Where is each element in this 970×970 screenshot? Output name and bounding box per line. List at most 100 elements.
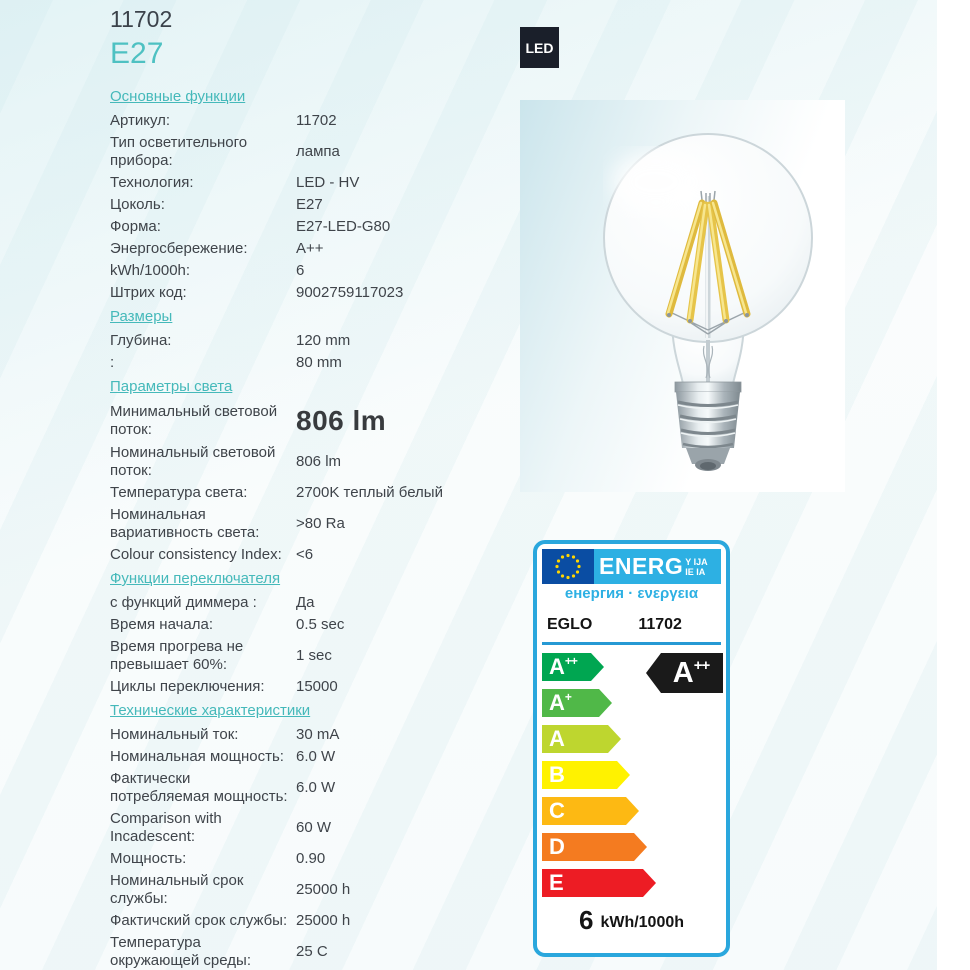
spec-row: Номинальный срок службы: 25000 h: [110, 870, 512, 910]
spec-value: 6.0 W: [296, 748, 336, 765]
energy-class-letter: A: [549, 654, 565, 679]
spec-column: 11702 E27 Основные функции Артикул: 1170…: [110, 4, 512, 970]
section-heading-text: Технические характеристики: [110, 702, 311, 719]
section-rows: Артикул: 11702 Тип осветительного прибор…: [110, 110, 512, 304]
energy-class-row: C: [542, 797, 726, 825]
spec-label: Тип осветительного прибора:: [110, 134, 248, 169]
spec-row: Время прогрева не превышает 60%: 1 sec: [110, 636, 512, 676]
energy-class-row: D: [542, 833, 726, 861]
energy-class-sup: ++: [564, 654, 577, 668]
spec-row: Штрих код: 9002759117023: [110, 282, 512, 304]
spec-label: :: [110, 354, 115, 371]
consumption-unit: kWh/1000h: [600, 914, 685, 931]
energy-logo-suffix-line2: IE IA: [685, 566, 706, 577]
section-heading-text: Параметры света: [110, 378, 233, 395]
spec-label: Артикул:: [110, 112, 171, 129]
section-rows: Номинальный ток: 30 mA Номинальная мощно…: [110, 724, 512, 970]
spec-label: Время прогрева не превышает 60%:: [110, 638, 244, 673]
spec-value: 25000 h: [296, 912, 351, 929]
energy-class-row: A ++: [542, 653, 726, 681]
energy-class-list: A ++ A ++ A + A B C D E: [542, 653, 726, 897]
section-heading-link[interactable]: Функции переключателя: [110, 570, 280, 587]
energy-logo-suffix: Y IJA IE IA: [685, 557, 707, 577]
consumption-value: 6: [578, 905, 594, 935]
energy-class-row: A +: [542, 689, 726, 717]
spec-label: Colour consistency Index:: [110, 546, 282, 563]
spec-label: Мощность:: [110, 850, 187, 867]
spec-row: Номинальная мощность: 6.0 W: [110, 746, 512, 768]
energy-class-arrow: D: [542, 833, 647, 861]
section-heading-link[interactable]: Технические характеристики: [110, 702, 310, 719]
spec-value: 15000: [296, 678, 338, 695]
spec-value: LED - HV: [296, 174, 360, 191]
spec-row: Энергосбережение: A++: [110, 238, 512, 260]
section-heading-text: Размеры: [110, 308, 173, 325]
spec-value: 60 W: [296, 819, 332, 836]
energy-label-brand-row: EGLO 11702: [547, 616, 726, 634]
bulb-figure: [520, 100, 845, 492]
energy-class-letter: E: [549, 870, 564, 895]
spec-value: 0.5 sec: [296, 616, 345, 633]
energy-class-arrow: A ++: [542, 653, 604, 681]
spec-label: Глубина:: [110, 332, 172, 349]
spec-label: kWh/1000h:: [110, 262, 191, 279]
spec-value: >80 Ra: [296, 515, 345, 532]
spec-row: Тип осветительного прибора: лампа: [110, 132, 512, 172]
spec-row: Цоколь: E27: [110, 194, 512, 216]
spec-row: Номинальный световой поток: 806 lm: [110, 442, 512, 482]
spec-value: 6: [296, 262, 305, 279]
spec-label: Энергосбережение:: [110, 240, 248, 257]
energy-class-arrow: A: [542, 725, 621, 753]
spec-row: : 80 mm: [110, 352, 512, 374]
spec-value: E27: [296, 196, 323, 213]
spec-label: Номинальная вариативность света:: [110, 506, 260, 541]
spec-label: Цоколь:: [110, 196, 165, 213]
spec-row: Фактически потребляемая мощность: 6.0 W: [110, 768, 512, 808]
spec-section: Размеры Глубина: 120 mm : 80 mm: [110, 304, 512, 374]
section-heading: Технические характеристики: [110, 698, 512, 724]
spec-row: Температура окружающей среды: 25 C: [110, 932, 512, 970]
section-heading-link[interactable]: Основные функции: [110, 88, 245, 105]
spec-label: Минимальный световой поток:: [110, 403, 278, 438]
eu-flag-icon: [542, 549, 594, 584]
bulb-image: [520, 100, 845, 492]
spec-value: A++: [296, 240, 324, 257]
spec-row: Номинальный ток: 30 mA: [110, 724, 512, 746]
spec-value: 30 mA: [296, 726, 340, 743]
section-heading: Параметры света: [110, 374, 512, 400]
spec-value: 2700K теплый белый: [296, 484, 443, 501]
spec-value: 1 sec: [296, 647, 332, 664]
spec-label: Циклы переключения:: [110, 678, 265, 695]
spec-value: лампа: [296, 143, 340, 160]
spec-row: Мощность: 0.90: [110, 848, 512, 870]
energy-class-arrow: E: [542, 869, 656, 897]
section-heading-link[interactable]: Параметры света: [110, 378, 232, 395]
spec-label: Температура окружающей среды:: [110, 934, 251, 969]
section-heading-link[interactable]: Размеры: [110, 308, 172, 325]
energy-class-row: B: [542, 761, 726, 789]
model-number: 11702: [638, 616, 682, 633]
energy-rating-arrow: A ++: [646, 653, 723, 693]
energy-logo-suffix-line1: Y IJA: [685, 556, 708, 567]
energy-logo-band: ENERG Y IJA IE IA: [594, 549, 721, 584]
energy-class-letter: A: [549, 726, 565, 751]
energy-class-row: E: [542, 869, 726, 897]
energy-class-letter: C: [549, 798, 565, 823]
energy-consumption: 6 kWh/1000h: [537, 905, 726, 936]
spec-row: Comparison with Incadescent: 60 W: [110, 808, 512, 848]
spec-label: Номинальный световой поток:: [110, 444, 276, 479]
spec-row: Номинальная вариативность света: >80 Ra: [110, 504, 512, 544]
spec-value: <6: [296, 546, 314, 563]
spec-section: Параметры света Минимальный световой пот…: [110, 374, 512, 566]
led-badge-label: LED: [525, 39, 554, 56]
spec-row: Время начала: 0.5 sec: [110, 614, 512, 636]
spec-label: Фактичский срок службы:: [110, 912, 288, 929]
spec-label: Температура света:: [110, 484, 248, 501]
section-heading: Функции переключателя: [110, 566, 512, 592]
spec-value: 0.90: [296, 850, 326, 867]
spec-row: Циклы переключения: 15000: [110, 676, 512, 698]
energy-class-row: A: [542, 725, 726, 753]
spec-value: 80 mm: [296, 354, 342, 371]
section-rows: с функций диммера : Да Время начала: 0.5…: [110, 592, 512, 698]
